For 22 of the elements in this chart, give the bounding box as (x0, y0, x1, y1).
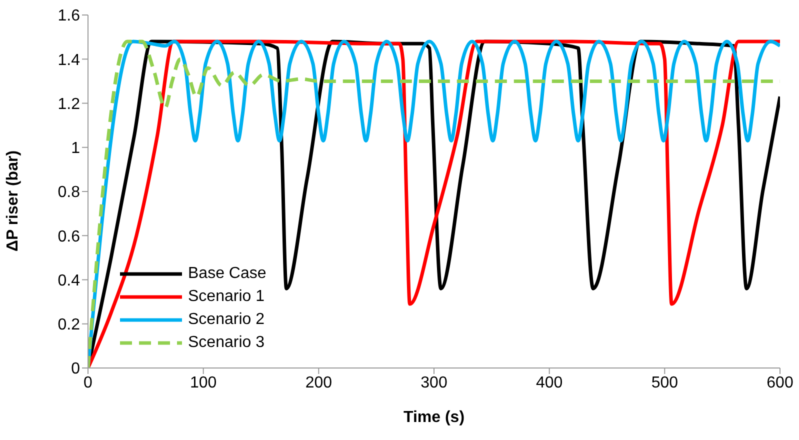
x-tick-label: 200 (305, 374, 332, 392)
x-tick-label: 600 (766, 374, 794, 392)
x-tick-label: 100 (190, 374, 217, 392)
y-tick-label: 0.6 (58, 228, 80, 246)
legend-label: Scenario 2 (188, 310, 264, 328)
x-tick-label: 300 (420, 374, 448, 392)
legend-label: Scenario 3 (188, 334, 264, 352)
y-axis-title: ΔP riser (bar) (4, 150, 22, 252)
x-tick-label: 500 (651, 374, 678, 392)
y-tick-label: 0 (71, 360, 80, 378)
x-tick-label: 400 (536, 374, 563, 392)
y-tick-label: 1.2 (58, 96, 80, 113)
x-axis-title: Time (s) (403, 409, 465, 426)
legend-label: Scenario 1 (188, 288, 264, 306)
x-tick-label: 0 (84, 374, 93, 392)
y-tick-label: 1.6 (58, 8, 80, 25)
y-tick-label: 0.8 (58, 184, 80, 202)
y-tick-label: 1 (71, 140, 80, 158)
y-tick-label: 1.4 (58, 52, 80, 69)
y-tick-label: 0.4 (58, 272, 80, 290)
y-tick-label: 0.2 (58, 316, 80, 334)
legend-label: Base Case (188, 264, 266, 282)
